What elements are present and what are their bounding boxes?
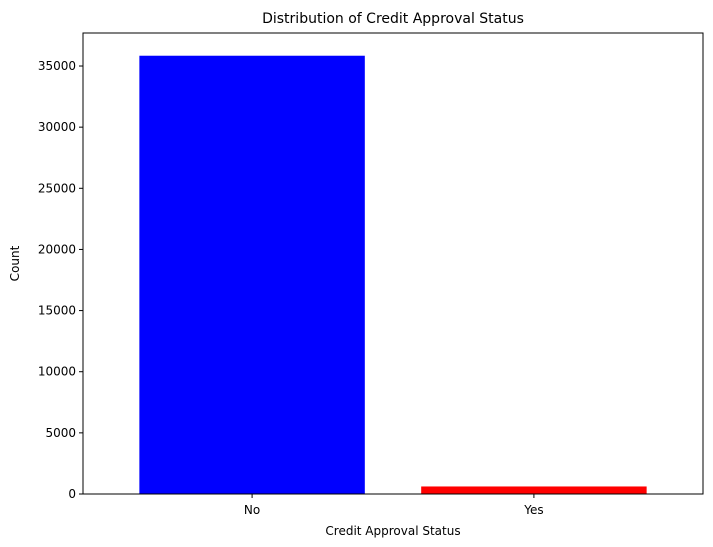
bar-no (139, 55, 365, 495)
bar-yes (421, 486, 647, 494)
y-tick-label: 15000 (38, 304, 76, 318)
x-tick-label: Yes (523, 503, 543, 517)
chart-title: Distribution of Credit Approval Status (262, 11, 524, 27)
y-axis-label: Count (8, 245, 22, 281)
y-tick-label: 35000 (38, 59, 76, 73)
plot-frame (82, 32, 704, 495)
x-tick-label: No (244, 503, 260, 517)
y-tick-label: 25000 (38, 181, 76, 195)
x-axis-label: Credit Approval Status (325, 524, 460, 538)
y-tick-label: 10000 (38, 365, 76, 379)
y-tick-label: 5000 (45, 426, 76, 440)
plot-area: 0 5000 10000 15000 20000 25000 30000 35000 No Yes (38, 55, 647, 517)
y-tick-label: 30000 (38, 120, 76, 134)
y-tick-label: 0 (68, 487, 76, 501)
y-tick-label: 20000 (38, 242, 76, 256)
